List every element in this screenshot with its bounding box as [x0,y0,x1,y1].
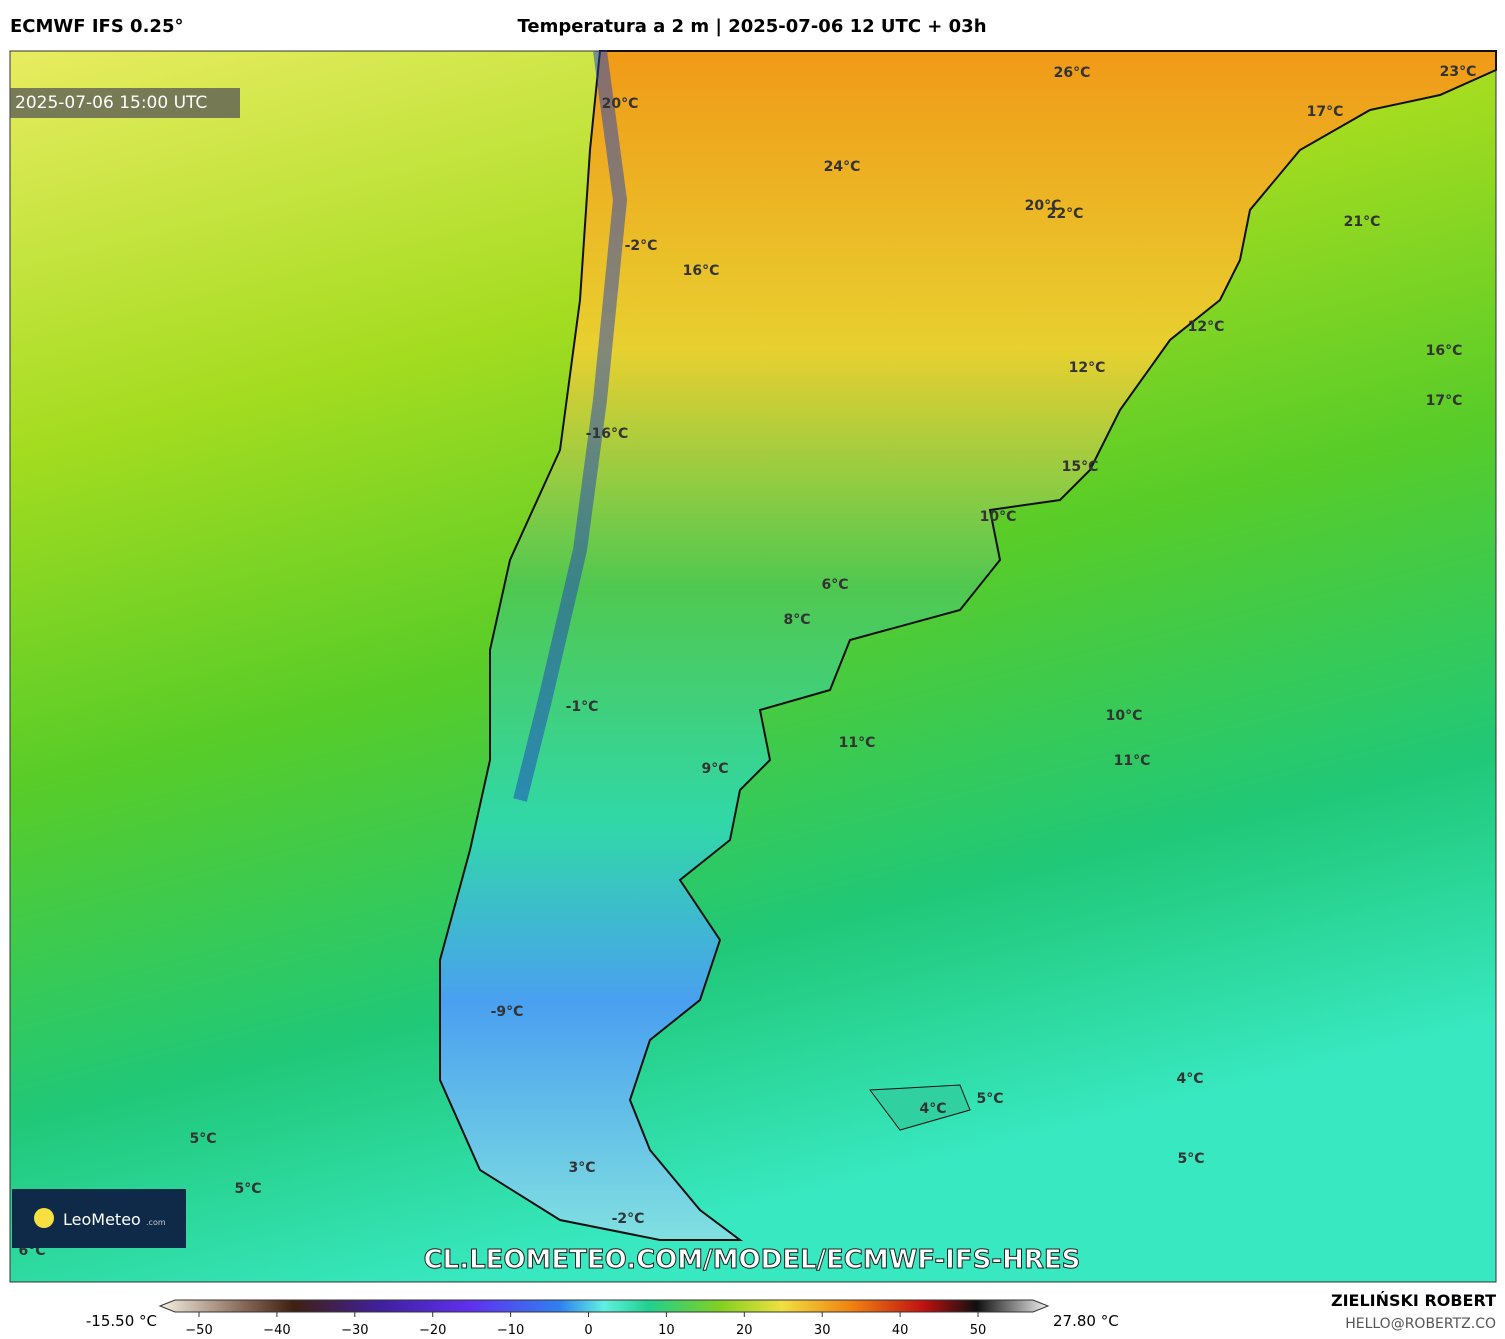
colorbar-tick-label: −50 [185,1323,212,1338]
temp-label: 9°C [701,761,728,777]
temp-label: 6°C [821,577,848,593]
colorbar-tick-label: −40 [263,1323,290,1338]
temp-label: 12°C [1069,360,1106,376]
colorbar-tick-label: −20 [419,1323,446,1338]
temp-label: 20°C [602,96,639,112]
colorbar-tick-label: 50 [970,1323,987,1338]
temp-label: 8°C [783,612,810,628]
temp-label: 22°C [1047,206,1084,222]
colorbar-min: -15.50 °C [86,1312,157,1330]
temp-label: 4°C [1176,1071,1203,1087]
temp-label: 11°C [839,735,876,751]
temp-label: 3°C [568,1160,595,1176]
islands [869,1084,971,1131]
colorbar-tick-label: −10 [497,1323,524,1338]
colorbar [158,1299,1050,1313]
temp-label: 15°C [1062,459,1099,475]
colorbar-ticks: −50 −40 −30 −20 −10 0 10 20 30 40 50 [185,1312,986,1338]
timestamp-box [10,88,240,118]
temp-label: 12°C [1188,319,1225,335]
temp-label: 23°C [1440,64,1477,80]
temp-label: 24°C [824,159,861,175]
colorbar-tick-label: 40 [892,1323,909,1338]
model: ECMWF IFS 0.25° [10,16,183,37]
temp-label: -16°C [586,426,629,442]
temp-label: 11°C [1114,753,1151,769]
temp-label: 17°C [1426,393,1463,409]
colorbar-tick-label: 30 [814,1323,831,1338]
temp-label: 10°C [980,509,1017,525]
temp-label: 21°C [1344,214,1381,230]
author: ZIELIŃSKI ROBERT [1331,1291,1496,1310]
colorbar-tick-label: 20 [736,1323,753,1338]
temp-label: 5°C [1177,1151,1204,1167]
colorbar-tick-label: 0 [584,1323,592,1338]
timestamp: 2025-07-06 15:00 UTC [15,93,207,113]
temp-label: -1°C [566,699,599,715]
temp-label: -2°C [612,1211,645,1227]
colorbar-max: 27.80 °C [1053,1312,1119,1330]
logo-suffix: .com [146,1218,166,1227]
temp-label: 5°C [976,1091,1003,1107]
logo-sun [34,1208,54,1228]
temp-label: 16°C [683,263,720,279]
continent [439,50,1497,1241]
temp-label: 20°C [1025,198,1062,214]
temp-label: 10°C [1106,708,1143,724]
temp-label: 17°C [1307,104,1344,120]
email: HELLO@ROBERTZ.CO [1345,1316,1496,1332]
temp-label: -9°C [491,1004,524,1020]
title: Temperatura a 2 m | 2025-07-06 12 UTC + … [517,16,986,37]
watermark: CL.LEOMETEO.COM/MODEL/ECMWF-IFS-HRES [424,1245,1081,1275]
temp-label: 4°C [919,1101,946,1117]
temp-label: 26°C [1054,65,1091,81]
map: 2025-07-06 15:00 UTC 20°C 26°C 23°C 17°C 24°… [9,50,1497,1283]
temp-label: 5°C [189,1131,216,1147]
temp-label: 5°C [234,1181,261,1197]
temp-label: 16°C [1426,343,1463,359]
colorbar-tick-label: −30 [341,1323,368,1338]
andes [513,50,628,802]
logo-name: LeoMeteo [63,1210,141,1229]
temp-label: -2°C [625,238,658,254]
colorbar-tick-label: 10 [658,1323,675,1338]
map-labels: 20°C26°C 23°C17°C24°C20°C22°C 21°C-2°C16°C… [18,64,1476,1259]
